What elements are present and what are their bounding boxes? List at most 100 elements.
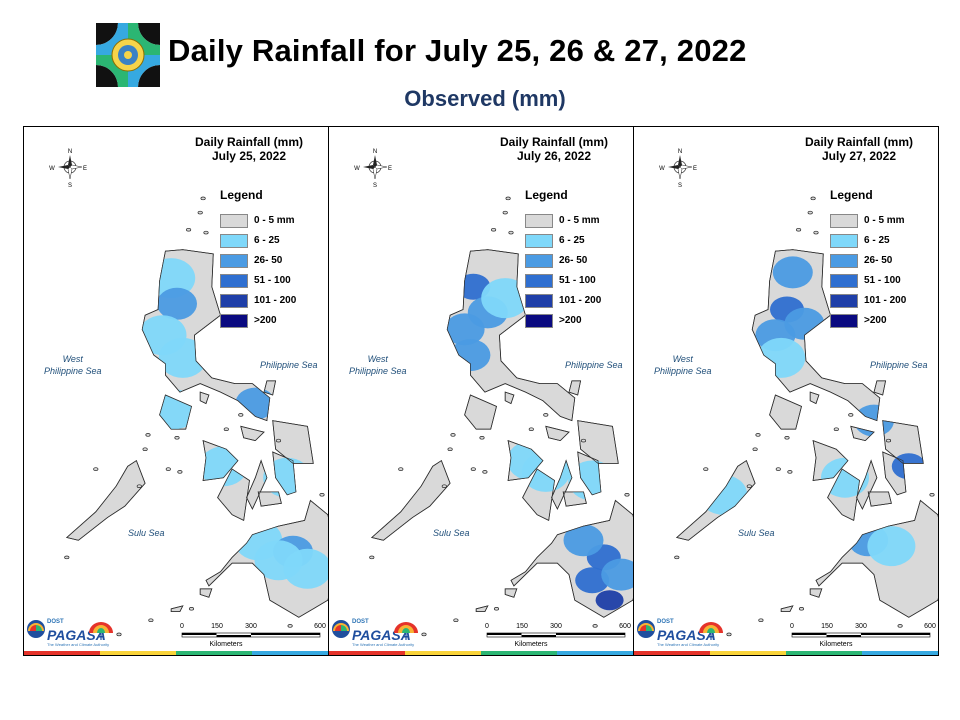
small-island (493, 607, 500, 611)
map-title: Daily Rainfall (mm) July 27, 2022 (784, 135, 934, 163)
legend-swatch (525, 274, 553, 288)
small-island (505, 196, 511, 201)
legend-label: >200 (864, 315, 887, 326)
svg-text:E: E (83, 166, 87, 172)
small-island (726, 632, 732, 637)
color-stripe (634, 651, 938, 655)
sea-label-south: Sulu Sea (738, 528, 775, 538)
small-island (479, 436, 485, 440)
pagasa-emblem-icon (637, 620, 655, 638)
legend-label: 6 - 25 (864, 235, 890, 246)
small-island (441, 484, 447, 488)
small-island (491, 227, 497, 232)
rainfall-map: N S E W (659, 149, 938, 638)
sea-label-east: Philippine Sea (565, 360, 623, 370)
rainfall-area (283, 548, 328, 589)
small-island (796, 227, 802, 232)
small-island (755, 433, 761, 437)
legend-label: 51 - 100 (559, 275, 596, 286)
sea-label-west: West Philippine Sea (44, 354, 102, 376)
legend-swatch (830, 314, 858, 328)
rainfall-area (757, 337, 806, 378)
rainfall-area (157, 287, 197, 320)
svg-text:S: S (678, 183, 682, 189)
legend-title: Legend (220, 188, 263, 202)
legend-label: 0 - 5 mm (559, 215, 600, 226)
small-island (897, 624, 903, 628)
small-island (145, 433, 151, 437)
rainfall-area (601, 558, 633, 591)
legend-swatch (830, 234, 858, 248)
svg-text:S: S (68, 183, 72, 189)
sea-label-east: Philippine Sea (870, 360, 928, 370)
legend-label: 0 - 5 mm (864, 215, 905, 226)
umbrella-icon (394, 622, 418, 640)
small-island (136, 484, 142, 488)
scale-tick-label: 300 (550, 623, 562, 630)
legend-swatch (220, 234, 248, 248)
small-island (188, 607, 195, 611)
svg-text:S: S (373, 183, 377, 189)
legend-swatch (830, 294, 858, 308)
map-date: July 25, 2022 (211, 149, 287, 163)
rainfall-map: N S E W (49, 149, 328, 638)
map-title-line: Daily Rainfall (mm) (194, 135, 304, 149)
pagasa-dost-label: DOST (657, 619, 674, 625)
island-masbate (240, 425, 265, 442)
pagasa-logo: DOST PAGASA The Weather and Climate Author… (636, 619, 726, 649)
small-island (93, 467, 99, 471)
small-island (398, 467, 404, 471)
svg-text:N: N (373, 149, 377, 155)
small-island (543, 413, 549, 417)
map-date: July 26, 2022 (516, 149, 592, 163)
umbrella-icon (699, 622, 723, 640)
map-title-line: Daily Rainfall (mm) (804, 135, 914, 149)
small-island (775, 467, 781, 471)
small-island (502, 210, 508, 215)
scale-unit-label: Kilometers (209, 641, 243, 648)
legend-swatch (830, 214, 858, 228)
svg-text:W: W (354, 166, 360, 172)
scale-tick-label: 600 (924, 623, 936, 630)
small-island (200, 196, 206, 201)
small-island (508, 230, 514, 235)
map-panel-july-26: N S E W Daily Rainfall (mm) July 26, 2022 Lege… (328, 126, 634, 656)
legend-swatch (220, 274, 248, 288)
map-panel-july-25: N S E W Daily Rainfall (mm) July 25, 2022 Lege… (23, 126, 329, 656)
rainfall-map: N S E W (354, 149, 633, 638)
scale-bar (486, 632, 626, 638)
rainfall-area (595, 590, 624, 611)
legend-swatch (525, 234, 553, 248)
legend-swatch (220, 254, 248, 268)
scale-unit-label: Kilometers (514, 641, 548, 648)
rainfall-area (867, 526, 916, 567)
small-island (177, 470, 183, 474)
small-island (787, 470, 793, 474)
scale-tick-label: 300 (245, 623, 257, 630)
rainfall-area (699, 474, 748, 515)
map-date: July 27, 2022 (821, 149, 897, 163)
legend-label: 6 - 25 (559, 235, 585, 246)
scale-unit-label: Kilometers (819, 641, 853, 648)
small-island (447, 447, 453, 451)
small-island (142, 447, 148, 451)
scale-bar (181, 632, 321, 638)
sea-label-south: Sulu Sea (128, 528, 165, 538)
legend-swatch (220, 294, 248, 308)
small-island (174, 436, 180, 440)
small-island (580, 438, 587, 443)
scale-tick-label: 150 (821, 623, 833, 630)
legend-swatch (525, 294, 553, 308)
legend-swatch (220, 214, 248, 228)
small-island (592, 624, 598, 628)
small-island (784, 436, 790, 440)
pagasa-tagline: The Weather and Climate Authority (47, 642, 110, 647)
rainfall-area (158, 337, 207, 378)
sea-label-west: West Philippine Sea (349, 354, 407, 376)
small-island (929, 493, 935, 497)
small-island (813, 230, 819, 235)
small-island (223, 427, 229, 431)
legend-label: 51 - 100 (254, 275, 291, 286)
small-island (752, 447, 758, 451)
map-panel-july-27: N S E W Daily Rainfall (mm) July 27, 2022 Lege… (633, 126, 939, 656)
